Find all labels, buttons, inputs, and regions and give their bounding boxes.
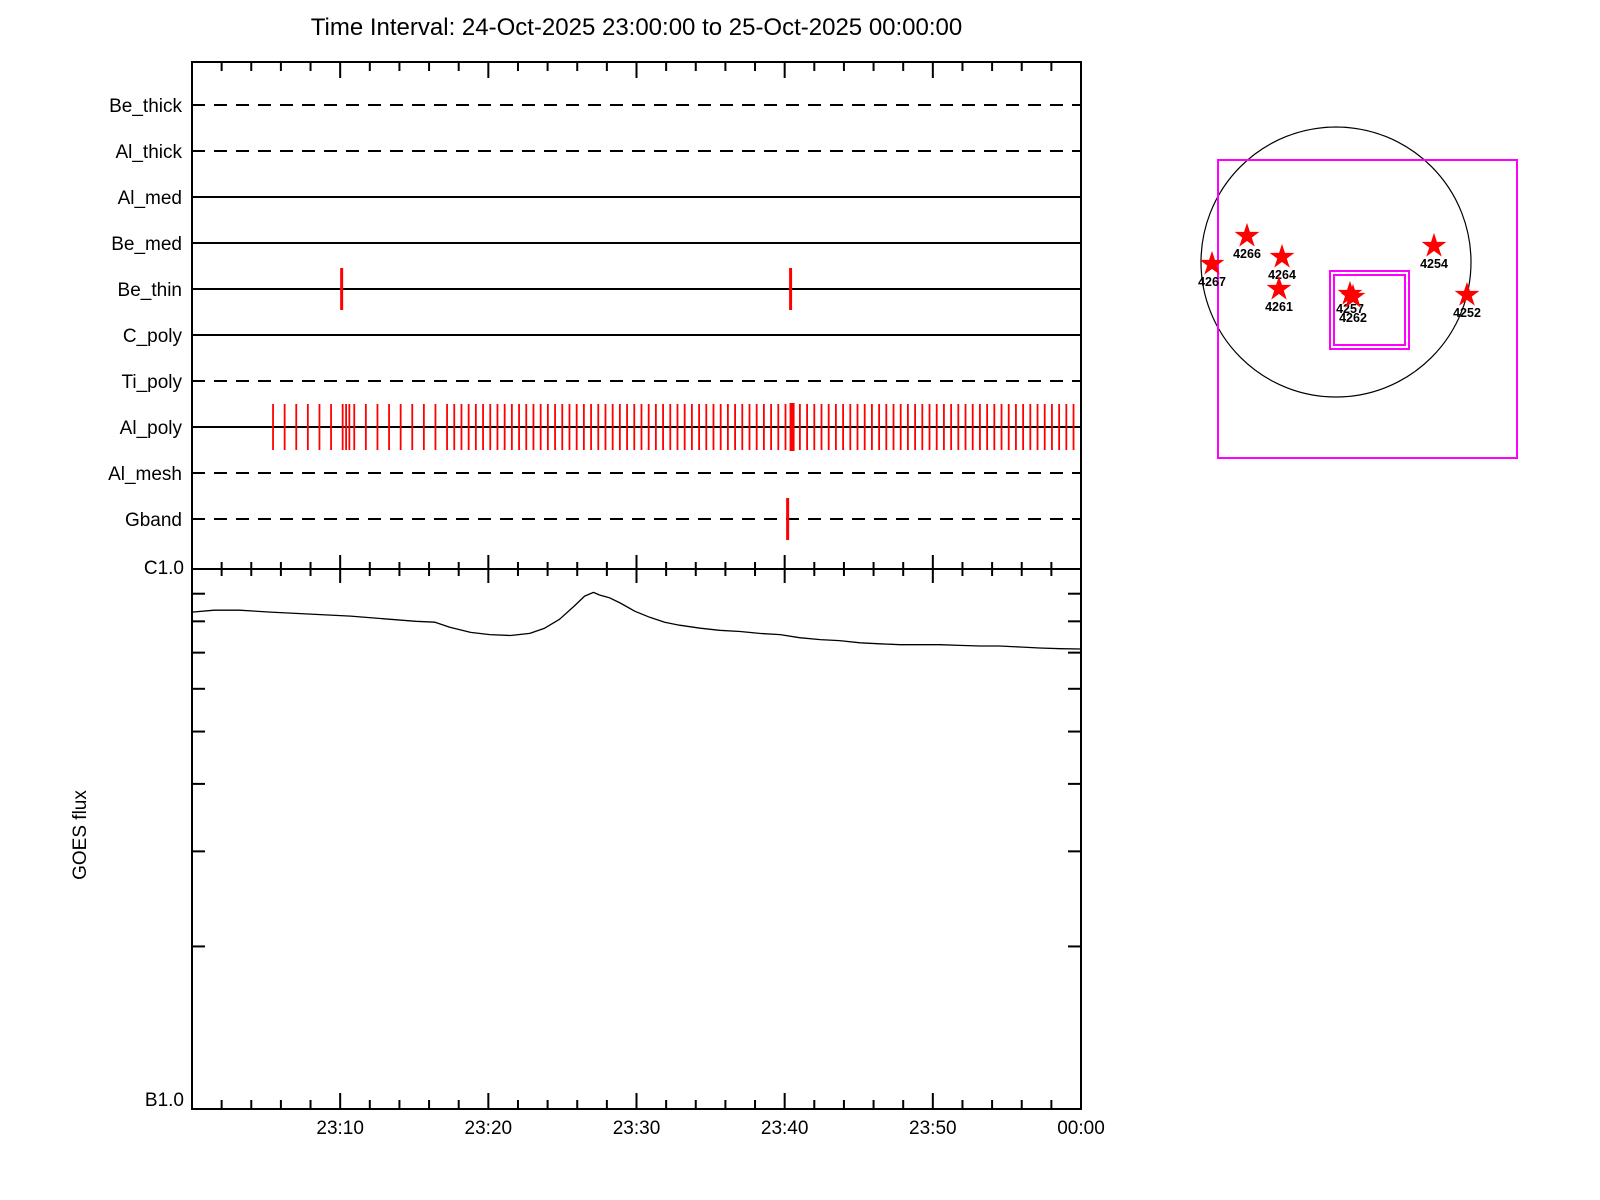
active-region-star-4254 xyxy=(1421,232,1447,257)
goes-flux-curve xyxy=(191,591,1082,650)
solar-limb-circle xyxy=(1200,126,1472,398)
x-axis-label-0000: 00:00 xyxy=(1057,1118,1105,1139)
filter-label-Be_thin: Be_thin xyxy=(118,280,182,301)
goes-bottom-axis-label: B1.0 xyxy=(144,1090,184,1111)
filter-label-Al_poly: Al_poly xyxy=(120,418,183,439)
filter-label-Gband: Gband xyxy=(125,510,182,531)
active-region-star-4266 xyxy=(1234,222,1260,247)
active-region-label-4257: 4257 xyxy=(1336,302,1364,316)
filter-label-Al_thick: Al_thick xyxy=(115,142,182,163)
active-region-label-4262: 4262 xyxy=(1339,311,1367,325)
fov-box-1 xyxy=(1329,270,1410,350)
x-axis-label-2330: 23:30 xyxy=(613,1118,661,1139)
x-axis-label-2320: 23:20 xyxy=(465,1118,513,1139)
filter-panel-frame xyxy=(191,61,1082,570)
active-region-label-4264: 4264 xyxy=(1268,268,1296,282)
active-region-star-4262 xyxy=(1340,283,1366,308)
active-region-label-4266: 4266 xyxy=(1233,247,1261,261)
x-axis-label-2310: 23:10 xyxy=(316,1118,364,1139)
filter-label-Al_mesh: Al_mesh xyxy=(108,464,182,485)
goes-panel-frame xyxy=(191,568,1082,1110)
fov-box-0 xyxy=(1217,159,1518,459)
active-region-label-4261: 4261 xyxy=(1265,300,1293,314)
filter-label-C_poly: C_poly xyxy=(123,326,183,347)
active-region-label-4252: 4252 xyxy=(1453,306,1481,320)
goes-top-axis-label: C1.0 xyxy=(143,558,184,579)
x-axis-label-2340: 23:40 xyxy=(761,1118,809,1139)
x-axis-label-2350: 23:50 xyxy=(909,1118,957,1139)
filter-label-Al_med: Al_med xyxy=(118,188,182,209)
active-region-star-4267 xyxy=(1199,250,1225,275)
active-region-label-4267: 4267 xyxy=(1198,275,1226,289)
active-region-star-4264 xyxy=(1269,243,1295,268)
filter-label-Ti_poly: Ti_poly xyxy=(121,372,182,393)
active-region-star-4252 xyxy=(1454,281,1480,306)
active-region-star-4261 xyxy=(1266,275,1292,300)
fov-box-2 xyxy=(1333,274,1406,346)
filter-label-Be_thick: Be_thick xyxy=(109,96,182,117)
filter-label-Be_med: Be_med xyxy=(111,234,182,255)
active-region-label-4254: 4254 xyxy=(1420,257,1448,271)
page-title: Time Interval: 24-Oct-2025 23:00:00 to 2… xyxy=(310,14,963,41)
